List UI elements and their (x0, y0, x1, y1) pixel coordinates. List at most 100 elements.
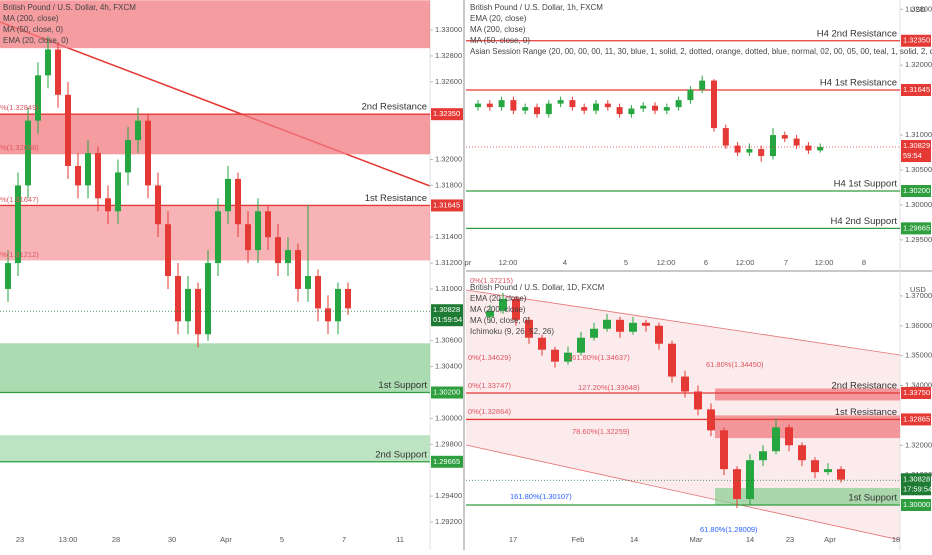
candle-body (205, 263, 211, 335)
candle-body (652, 105, 658, 111)
candle-body (155, 185, 161, 225)
y-tick-label: 1.37000 (905, 291, 932, 300)
candle-body (616, 319, 624, 332)
candle-body (295, 250, 301, 289)
candle-body (315, 276, 321, 309)
x-tick-label: 8 (862, 258, 866, 267)
y-tick-label: 1.29500 (905, 235, 932, 244)
trend-line (0, 21, 431, 187)
indicator: Ichimoku (9, 26, 52, 26) (470, 327, 554, 336)
price-tag-label: 1.32865 (903, 414, 930, 423)
zone (0, 435, 430, 462)
candle-body (85, 153, 91, 186)
candle-body (486, 103, 493, 108)
candle-body (793, 138, 800, 146)
price-tag (901, 34, 931, 47)
zone (0, 114, 430, 155)
x-tick-label: 12:00 (499, 258, 518, 267)
channel-edge (465, 289, 901, 356)
candle-body (538, 337, 546, 350)
fib-label: 78.60%(1.32259) (572, 427, 630, 436)
price-tag-label: 1.30000 (903, 500, 930, 509)
candle-body (55, 49, 61, 95)
candle-body (498, 100, 505, 108)
candle-body (746, 460, 754, 500)
fib-label: 61.80%(1.34450) (706, 360, 764, 369)
indicator: EMA (20, close) (470, 294, 527, 303)
x-tick-label: 28 (112, 535, 120, 544)
zone (0, 0, 430, 49)
indicator: EMA (20, close) (470, 14, 527, 23)
fib-label: 0%(1.32864) (468, 407, 511, 416)
y-tick-label: 1.31000 (435, 284, 462, 293)
candle-body (275, 237, 281, 264)
y-tick-label: 1.35000 (905, 351, 932, 360)
price-tag (431, 108, 463, 121)
indicator: MA (50, close, 0) (470, 36, 530, 45)
y-tick-label: 1.36000 (905, 321, 932, 330)
y-tick-label: 1.32000 (435, 154, 462, 163)
candle-body (525, 319, 533, 338)
y-tick-label: 1.29200 (435, 517, 462, 526)
fib-label: %(1.31212) (0, 250, 39, 259)
candle-body (640, 105, 647, 109)
candle-body (185, 288, 191, 322)
candle-body (25, 120, 31, 186)
level-name: 2nd Resistance (362, 102, 427, 113)
candle-body (593, 103, 599, 111)
candle-body (581, 107, 588, 111)
candle-body (75, 165, 81, 186)
candle-body (285, 250, 291, 264)
fib-label: %(1.32038) (0, 143, 39, 152)
y-tick-label: 1.33000 (435, 25, 462, 34)
level-name: 2nd Support (375, 449, 427, 460)
candle-body (590, 328, 598, 338)
candle-body (534, 107, 540, 115)
x-tick-label: 12:00 (736, 258, 755, 267)
x-tick-label: 14 (630, 535, 638, 544)
last-price-tag (431, 304, 463, 327)
indicator: MA (200, close) (3, 14, 59, 23)
x-tick-label: 14 (746, 535, 754, 544)
candle-body (105, 198, 111, 212)
candle-body (235, 178, 241, 225)
candle-body (817, 146, 824, 151)
indicator: EMA (20, close, 0) (3, 36, 69, 45)
candle-body (668, 343, 676, 377)
zone (715, 415, 900, 439)
x-tick-label: Feb (572, 535, 585, 544)
countdown: 01:59:54 (433, 315, 462, 324)
price-tag-label: 1.32350 (903, 36, 930, 45)
fib-label: 0%(1.33747) (468, 381, 511, 390)
indicator: MA (50, close, 0) (470, 316, 530, 325)
price-tag (901, 222, 931, 235)
price-tag-label: 1.32350 (433, 109, 460, 118)
level-name: 1st Support (378, 380, 427, 391)
x-tick-label: Apr (824, 535, 836, 544)
y-tick-label: 1.32800 (905, 4, 932, 13)
price-tag (901, 386, 931, 399)
level-name: 1st Resistance (835, 407, 897, 418)
countdown: 17:59:54 (903, 484, 932, 493)
candle-body (45, 49, 51, 76)
candle-body (35, 75, 41, 121)
candle-body (15, 185, 21, 264)
level-name: 2nd Resistance (832, 381, 897, 392)
candle-body (720, 430, 728, 470)
y-tick-label: 1.30000 (435, 413, 462, 422)
indicator: MA (200, close) (470, 25, 526, 34)
candle-body (759, 451, 767, 461)
x-tick-label: 12:00 (815, 258, 834, 267)
channel-edge (465, 444, 901, 541)
candle-body (215, 211, 221, 264)
candle-body (603, 319, 611, 329)
price-tag (431, 455, 463, 468)
candle-body (175, 276, 181, 322)
candle-body (629, 322, 637, 332)
candle-body (711, 80, 717, 129)
candle-body (734, 145, 741, 153)
y-tick-label: 1.30400 (435, 362, 462, 371)
candle-body (785, 427, 793, 446)
candle-body (65, 94, 71, 166)
candle-body (5, 263, 11, 289)
